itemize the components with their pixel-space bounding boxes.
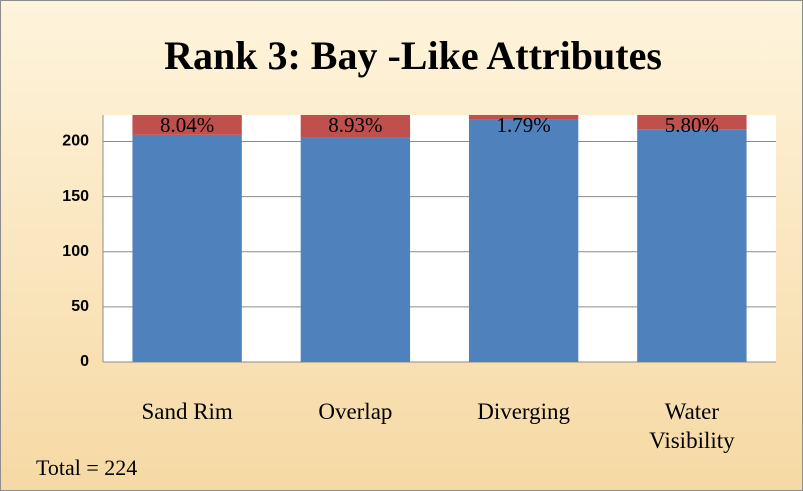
chart-title: Rank 3: Bay -Like Attributes [164,33,662,78]
bar-segment [637,129,747,362]
y-tick-label: 0 [80,353,89,370]
x-tick-label: Water Visibility [649,399,735,453]
x-tick-label: Diverging [477,399,571,424]
annotation: Total = 224 [36,455,137,480]
bar-segment [132,134,242,362]
x-tick-label: Overlap [318,399,393,424]
y-tick-label: 50 [71,298,89,315]
data-label: 8.93% [328,113,382,137]
y-tick-label: 200 [62,133,89,150]
y-tick-label: 150 [62,188,89,205]
x-tick-label: Sand Rim [141,399,233,424]
bar-segment [468,119,579,363]
bar-segment [637,115,747,130]
data-label: 1.79% [497,113,551,137]
bar-segment [300,137,411,362]
bar-segment [300,115,411,138]
bar-segment [468,115,579,120]
y-tick-label: 100 [62,243,89,260]
data-label: 5.80% [665,113,719,137]
data-label: 8.04% [160,113,214,137]
bar-segment [132,115,242,135]
